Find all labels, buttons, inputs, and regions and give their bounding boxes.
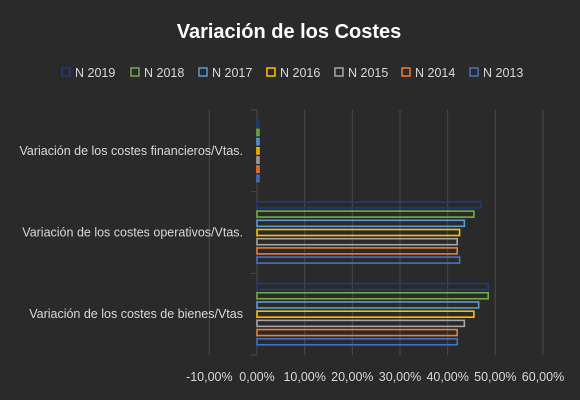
bar-n-2019-cat-2 bbox=[256, 282, 489, 291]
bar-n-2017-cat-1 bbox=[256, 219, 466, 228]
legend-swatch-n-2019 bbox=[61, 67, 71, 77]
x-tick-label-0: -10,00% bbox=[186, 370, 233, 384]
category-labels: Variación de los costes financieros/Vtas… bbox=[20, 144, 244, 321]
bar-n-2018-cat-2 bbox=[256, 291, 489, 300]
bar-n-2016-cat-2 bbox=[256, 310, 475, 318]
bar-n-2015-cat-2 bbox=[256, 319, 466, 328]
bar-n-2019-cat-0 bbox=[256, 119, 260, 128]
bar-n-2018-cat-0 bbox=[256, 128, 260, 137]
category-label-1: Variación de los costes operativos/Vtas. bbox=[22, 226, 243, 240]
bar-n-2018-cat-1 bbox=[256, 210, 475, 218]
bar-n-2016-cat-0 bbox=[256, 147, 260, 155]
bars bbox=[256, 119, 489, 346]
bar-n-2015-cat-1 bbox=[256, 237, 458, 246]
legend-label-n-2017: N 2017 bbox=[212, 66, 252, 80]
legend-label-n-2014: N 2014 bbox=[415, 66, 455, 80]
chart-title: Variación de los Costes bbox=[177, 21, 402, 43]
bar-n-2017-cat-0 bbox=[256, 137, 260, 146]
bar-n-2013-cat-0 bbox=[256, 174, 260, 183]
x-tick-label-3: 20,00% bbox=[331, 370, 373, 384]
legend-swatch-n-2013 bbox=[469, 67, 479, 77]
x-tick-label-5: 40,00% bbox=[426, 370, 468, 384]
legend-label-n-2018: N 2018 bbox=[144, 66, 184, 80]
x-tick-label-7: 60,00% bbox=[522, 370, 564, 384]
category-label-0: Variación de los costes financieros/Vtas… bbox=[20, 144, 244, 158]
category-label-2: Variación de los costes de bienes/Vtas bbox=[29, 307, 243, 321]
legend-swatch-n-2016 bbox=[266, 67, 276, 77]
legend-label-n-2016: N 2016 bbox=[280, 66, 320, 80]
bar-n-2014-cat-2 bbox=[256, 328, 458, 337]
bar-n-2017-cat-2 bbox=[256, 301, 480, 309]
legend: N 2019 N 2018 N 2017 N 2016 N 2015 N 2014 N 20… bbox=[61, 66, 523, 80]
legend-label-n-2015: N 2015 bbox=[348, 66, 388, 80]
bar-n-2015-cat-0 bbox=[256, 156, 260, 164]
legend-swatch-n-2015 bbox=[334, 67, 344, 77]
legend-swatch-n-2017 bbox=[198, 67, 208, 77]
bar-n-2019-cat-1 bbox=[256, 201, 482, 209]
x-tick-label-1: 0,00% bbox=[239, 370, 274, 384]
x-tick-label-2: 10,00% bbox=[283, 370, 325, 384]
legend-swatch-n-2018 bbox=[130, 67, 140, 77]
legend-label-n-2019: N 2019 bbox=[75, 66, 115, 80]
x-tick-label-4: 30,00% bbox=[379, 370, 421, 384]
x-axis-ticks: -10,00% 0,00% 10,00% 20,00% 30,00% 40,00% 50,0… bbox=[186, 370, 564, 384]
bar-n-2016-cat-1 bbox=[256, 228, 461, 237]
bar-n-2013-cat-1 bbox=[256, 256, 461, 264]
bar-n-2014-cat-0 bbox=[256, 165, 260, 174]
gridlines bbox=[208, 109, 544, 356]
legend-label-n-2013: N 2013 bbox=[483, 66, 523, 80]
x-tick-label-6: 50,00% bbox=[474, 370, 516, 384]
legend-swatch-n-2014 bbox=[401, 67, 411, 77]
bar-n-2014-cat-1 bbox=[256, 247, 458, 255]
bar-n-2013-cat-2 bbox=[256, 337, 458, 346]
